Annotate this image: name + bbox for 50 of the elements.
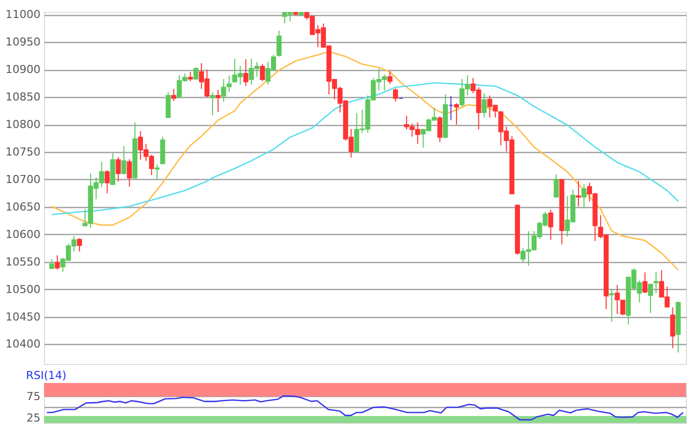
candlestick bbox=[166, 92, 171, 118]
candlestick bbox=[581, 184, 586, 210]
y-tick-label: 10400 bbox=[6, 338, 40, 351]
candlestick bbox=[210, 92, 216, 116]
candlestick bbox=[482, 92, 487, 118]
candlestick bbox=[104, 170, 110, 194]
candlestick bbox=[243, 58, 248, 87]
y-tick-label: 10450 bbox=[6, 310, 40, 324]
y-tick-label: 10500 bbox=[6, 282, 40, 296]
candlestick bbox=[126, 158, 132, 188]
candlestick bbox=[387, 70, 392, 84]
candlestick bbox=[260, 64, 265, 82]
candlestick bbox=[216, 89, 221, 112]
candlestick bbox=[171, 88, 176, 102]
candlestick bbox=[576, 180, 581, 207]
y-tick-label: 25 bbox=[26, 412, 40, 425]
candlestick bbox=[454, 102, 459, 126]
line-series bbox=[51, 50, 679, 271]
candlestick bbox=[76, 238, 82, 252]
candlestick bbox=[648, 283, 654, 314]
candlestick bbox=[609, 288, 614, 322]
candlestick bbox=[121, 145, 126, 176]
candlestick bbox=[654, 271, 659, 294]
y-tick-label: 75 bbox=[26, 390, 40, 403]
candlestick bbox=[392, 88, 398, 102]
candlestick bbox=[548, 209, 554, 240]
line-series bbox=[46, 395, 684, 420]
candlestick bbox=[54, 254, 60, 270]
candlestick bbox=[193, 66, 198, 80]
candlestick bbox=[154, 164, 160, 180]
candlestick bbox=[437, 116, 442, 143]
y-tick-label: 10600 bbox=[6, 228, 40, 241]
candlestick bbox=[160, 136, 166, 165]
candlestick bbox=[188, 71, 193, 82]
y-tick-label: 10900 bbox=[6, 63, 40, 76]
candlestick bbox=[116, 156, 121, 182]
y-tick-label: 10650 bbox=[6, 200, 40, 214]
candlestick bbox=[276, 30, 282, 57]
y-tick-label: 10700 bbox=[6, 172, 40, 186]
y-tick-label: 10750 bbox=[6, 146, 40, 159]
y-tick-label: 10850 bbox=[6, 90, 40, 104]
candlestick bbox=[554, 174, 559, 198]
y-tick-label: 10550 bbox=[6, 255, 40, 268]
candlestick bbox=[642, 272, 648, 294]
y-tick-label: 10950 bbox=[6, 36, 40, 49]
line-series bbox=[51, 82, 679, 216]
y-tick-label: 10800 bbox=[6, 118, 40, 132]
candlestick bbox=[670, 306, 676, 349]
chart-title: RSI(14) bbox=[26, 369, 66, 382]
y-tick-label: 11000 bbox=[6, 8, 40, 22]
